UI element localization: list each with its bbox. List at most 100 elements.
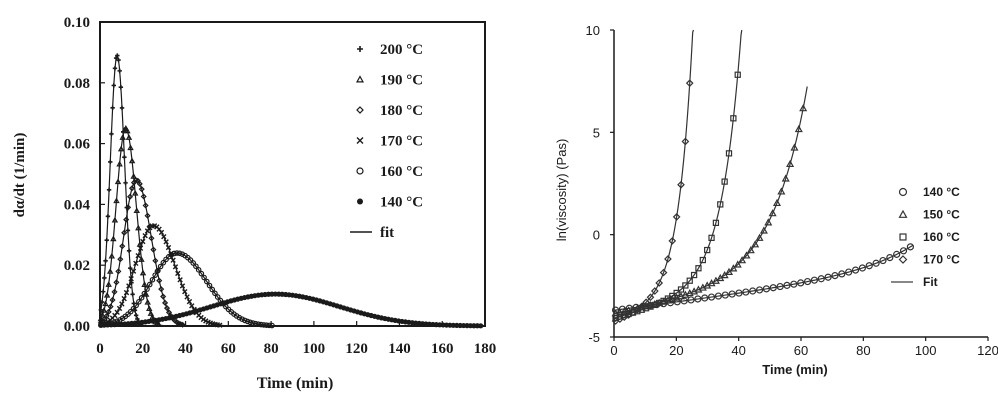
left-data-point [130,268,137,274]
left-data-point [266,322,273,329]
legend-label: 160 °C [923,230,960,244]
right-chart: -5 0 5 10 0 20 40 60 80 100 120 140 °C 150 °C 160 °… [554,23,998,377]
left-data-point [99,311,106,318]
left-data-point [113,55,119,61]
right-data-point [749,287,757,295]
left-data-point [263,322,270,328]
left-data-point [136,240,144,247]
right-data-point [790,280,798,288]
left-data-point [160,293,167,300]
legend-marker-diamond [356,106,364,114]
legend-label: 140 °C [380,195,423,211]
left-data-point [131,189,139,196]
left-data-point [107,268,114,274]
left-data-point [123,180,128,186]
right-data-point [879,256,887,265]
left-data-point [121,295,127,302]
left-data-point [119,243,126,250]
left-data-point [138,256,145,262]
left-y-tick-label: 0.08 [64,76,90,92]
legend-marker-square [899,233,907,241]
left-data-point [136,180,143,187]
left-data-point [247,319,254,326]
left-data-point [128,185,136,192]
left-data-point [114,309,120,316]
legend-marker-diamond [898,255,908,264]
right-data-point [673,289,680,297]
left-data-point [130,305,137,312]
left-data-point [102,275,107,281]
left-data-point [155,320,162,327]
left-data-point [170,257,176,263]
left-data-point [117,145,125,152]
left-x-tick-label: 20 [135,341,150,357]
right-x-tick-label: 120 [977,343,998,358]
right-data-point [858,264,866,272]
right-data-point [799,104,808,112]
legend-marker-cross [356,137,364,144]
right-data-point [611,309,620,317]
right-data-point [845,268,853,276]
legend-label: 140 °C [923,185,960,199]
right-x-axis-label: Time (min) [762,362,828,377]
left-data-point [217,322,223,328]
left-data-point [119,105,125,111]
right-series-diamond [611,29,695,325]
left-data-point [187,257,194,263]
left-data-point [179,321,186,328]
left-data-point [176,250,183,257]
right-data-point [776,282,784,291]
left-data-point [127,144,134,151]
legend-label: 150 °C [923,208,960,222]
right-data-point [803,277,812,286]
left-data-point [103,291,111,298]
left-x-tick-label: 0 [96,341,104,357]
right-data-point [668,237,677,245]
left-data-point [214,294,221,300]
right-data-point [721,291,729,299]
right-data-point [638,306,645,313]
left-data-point [152,272,158,278]
right-data-point [647,303,654,310]
right-data-point [751,240,760,248]
legend-marker-triangle [355,75,365,83]
left-data-point [105,281,112,287]
left-data-point [103,312,110,319]
left-x-tick-label: 160 [431,341,454,357]
left-data-point [133,313,139,318]
left-data-point [130,292,135,297]
right-data-point [721,178,728,185]
left-data-point [158,286,165,293]
right-data-point [755,233,764,241]
legend-marker-triangle [898,209,908,218]
right-data-point [725,150,733,157]
left-data-point [261,322,267,328]
left-data-point [108,159,113,165]
left-data-point [122,155,127,160]
right-x-tick-label: 80 [856,343,870,358]
right-x-tick-label: 20 [669,343,683,358]
left-data-point [108,252,116,259]
left-x-tick-label: 100 [303,341,326,357]
left-y-tick-label: 0.10 [64,15,90,31]
left-data-point [126,283,132,289]
right-data-point [712,219,720,227]
left-y-tick-label: 0.04 [64,197,91,213]
legend-fit-label: fit [380,225,394,241]
right-data-point [790,143,799,151]
left-y-tick-label: 0.00 [64,319,90,335]
right-series-triangle [611,86,808,317]
left-data-point [258,321,264,328]
left-series-triangle [97,124,171,327]
left-data-point [171,250,177,257]
left-data-point [209,286,216,293]
left-data-point [195,267,202,273]
right-data-point [735,289,743,297]
left-data-point [111,83,116,88]
left-data-point [141,290,148,297]
left-data-point [109,131,114,137]
right-data-point [831,272,839,280]
right-data-point [655,279,664,287]
left-data-point [179,283,186,289]
left-data-point [128,157,136,164]
